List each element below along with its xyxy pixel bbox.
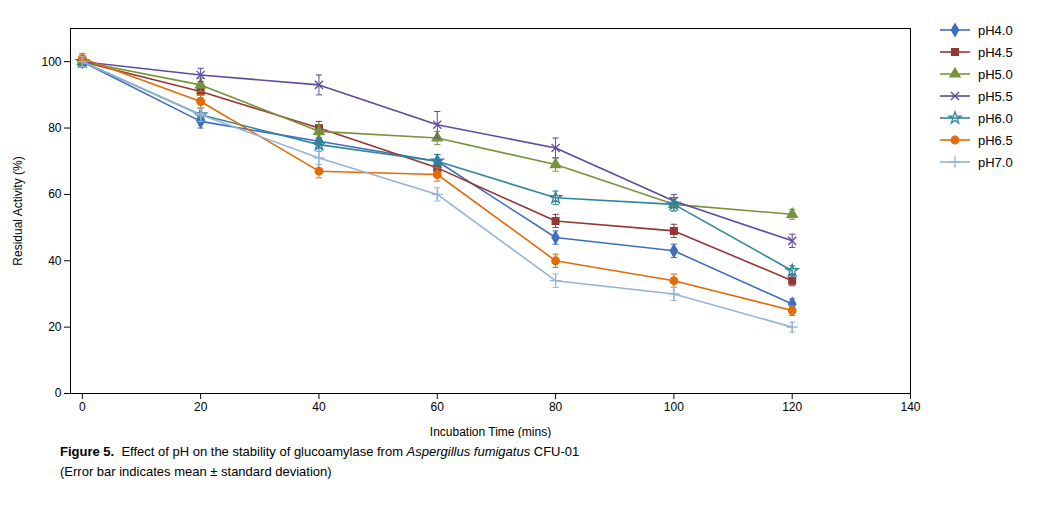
- svg-text:100: 100: [664, 400, 684, 414]
- html-text:pH4.0: pH4.0: [978, 22, 1013, 38]
- html-text:Figure 5. Effect of pH on the: Figure 5. Effect of pH on the stability …: [60, 444, 580, 459]
- html-text:pH4.5: pH4.5: [978, 44, 1013, 60]
- svg-text:Incubation Time (mins): Incubation Time (mins): [430, 425, 551, 439]
- svg-text:80: 80: [48, 121, 62, 135]
- svg-text:0: 0: [79, 400, 86, 414]
- svg-text:0: 0: [55, 386, 62, 400]
- svg-text:40: 40: [312, 400, 326, 414]
- svg-text:60: 60: [431, 400, 445, 414]
- svg-text:20: 20: [194, 400, 208, 414]
- svg-text:60: 60: [48, 187, 62, 201]
- svg-text:40: 40: [48, 254, 62, 268]
- svg-text:Residual Activity (%): Residual Activity (%): [11, 156, 25, 265]
- html-text:pH5.5: pH5.5: [978, 88, 1013, 104]
- svg-text:20: 20: [48, 320, 62, 334]
- html-text:(Error bar indicates mean ± st: (Error bar indicates mean ± standard dev…: [60, 464, 332, 479]
- svg-text:80: 80: [549, 400, 563, 414]
- svg-text:100: 100: [41, 55, 61, 69]
- svg-text:120: 120: [782, 400, 802, 414]
- html-text:pH6.0: pH6.0: [978, 110, 1013, 126]
- html-text:pH5.0: pH5.0: [978, 66, 1013, 82]
- html-text:pH6.5: pH6.5: [978, 132, 1013, 148]
- html-text:pH7.0: pH7.0: [978, 154, 1013, 170]
- svg-text:140: 140: [900, 400, 920, 414]
